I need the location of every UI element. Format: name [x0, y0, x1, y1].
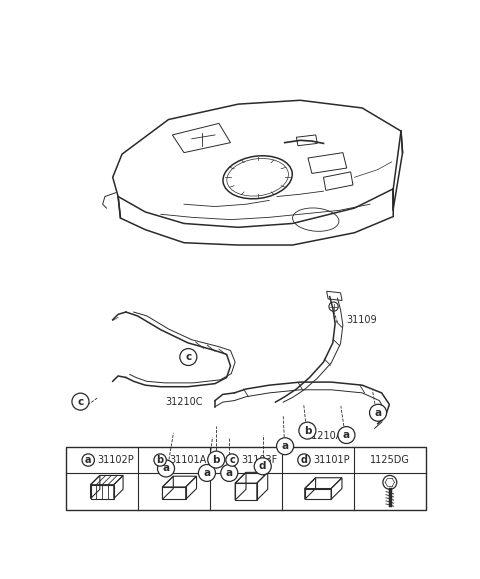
- Text: 31101A: 31101A: [169, 455, 207, 465]
- Circle shape: [338, 427, 355, 444]
- Text: c: c: [229, 455, 235, 465]
- Circle shape: [370, 404, 386, 422]
- Circle shape: [82, 454, 95, 466]
- Text: a: a: [281, 441, 288, 451]
- Text: a: a: [226, 468, 233, 478]
- Circle shape: [299, 422, 316, 439]
- Circle shape: [157, 460, 175, 477]
- Text: 31101P: 31101P: [313, 455, 350, 465]
- Circle shape: [226, 454, 238, 466]
- Circle shape: [383, 475, 397, 489]
- Text: c: c: [185, 352, 192, 362]
- Text: d: d: [300, 455, 308, 465]
- Text: 1125DG: 1125DG: [370, 455, 410, 465]
- Text: a: a: [374, 408, 382, 418]
- Circle shape: [254, 458, 271, 475]
- Circle shape: [298, 454, 310, 466]
- Bar: [66, 447, 426, 510]
- Text: 31102P: 31102P: [97, 455, 134, 465]
- Text: d: d: [259, 461, 266, 471]
- Text: 31210C: 31210C: [165, 397, 203, 406]
- Text: b: b: [213, 455, 220, 464]
- Circle shape: [329, 302, 338, 312]
- Circle shape: [72, 393, 89, 410]
- Text: a: a: [85, 455, 92, 465]
- Circle shape: [276, 438, 294, 455]
- Circle shape: [198, 464, 216, 481]
- Text: b: b: [156, 455, 164, 465]
- Text: a: a: [162, 464, 169, 474]
- Text: 31109: 31109: [347, 315, 377, 325]
- Circle shape: [208, 451, 225, 468]
- Text: a: a: [343, 430, 350, 440]
- Circle shape: [180, 349, 197, 365]
- Text: a: a: [204, 468, 211, 478]
- Text: b: b: [304, 426, 311, 435]
- Text: 31210A: 31210A: [305, 431, 342, 441]
- Text: 31103F: 31103F: [241, 455, 277, 465]
- Circle shape: [221, 464, 238, 481]
- Text: c: c: [77, 397, 84, 406]
- Circle shape: [154, 454, 167, 466]
